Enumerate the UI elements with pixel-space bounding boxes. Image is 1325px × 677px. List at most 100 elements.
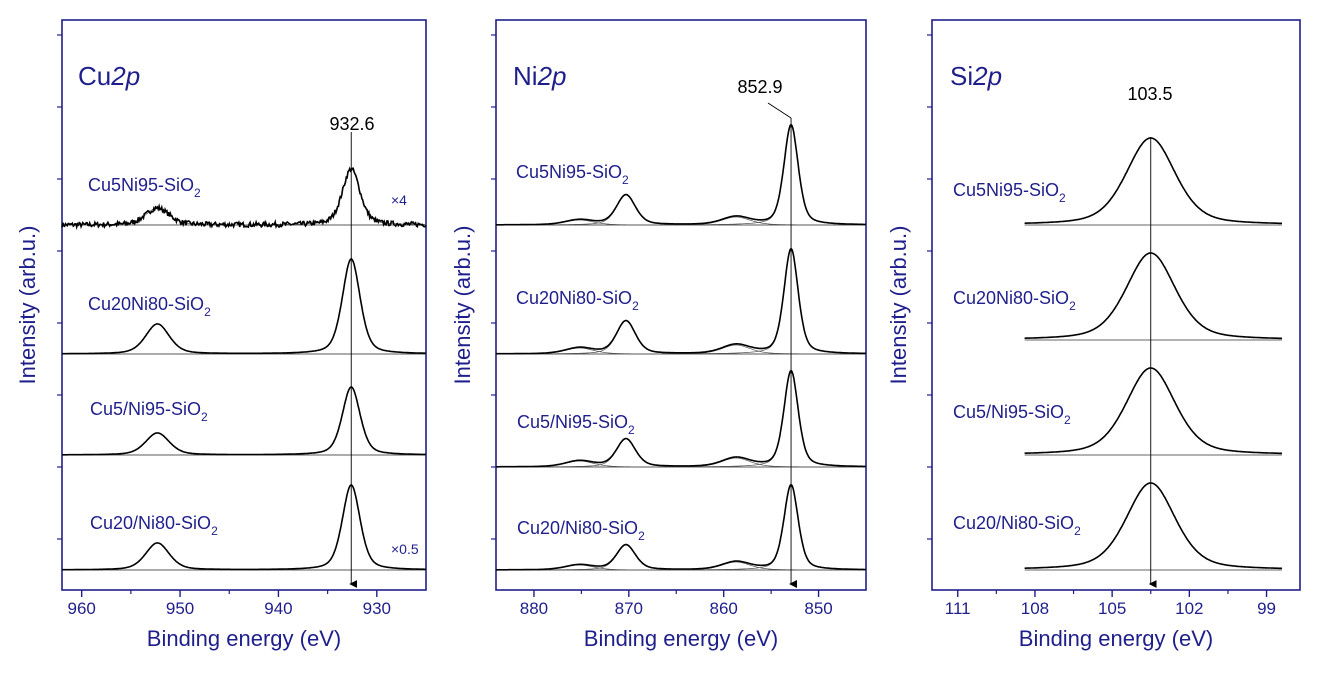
series-2: Cu5/Ni95-SiO2 [496, 369, 866, 468]
component-peak [62, 542, 426, 571]
sample-label: Cu5/Ni95-SiO2 [90, 399, 208, 424]
sample-label-main: Cu20Ni80-SiO [516, 288, 632, 308]
plot-frame [931, 19, 1301, 591]
panel-title-suffix: 2p [110, 61, 140, 91]
component-peak [496, 194, 866, 226]
x-tick-label: 99 [1257, 599, 1276, 618]
sample-label: Cu5Ni95-SiO2 [88, 175, 201, 200]
sample-label-main: Cu20Ni80-SiO [88, 294, 204, 314]
sample-label-main: Cu5/Ni95-SiO [90, 399, 201, 419]
sample-label-main: Cu5/Ni95-SiO [953, 402, 1064, 422]
spectrum-line [62, 386, 426, 456]
plot-frame [495, 19, 867, 591]
spectrum-line [1024, 367, 1282, 455]
sample-label: Cu20Ni80-SiO2 [88, 294, 211, 319]
sample-label: Cu5Ni95-SiO2 [953, 180, 1066, 205]
spectrum-line [1024, 482, 1282, 570]
sample-label-main: Cu20/Ni80-SiO [953, 513, 1074, 533]
spectrum-line [61, 166, 427, 231]
sample-label-subscript: 2 [638, 529, 645, 543]
spectrum-line [1024, 137, 1282, 225]
multiplier-label: ×4 [391, 192, 407, 208]
spectrum-line [1024, 252, 1282, 340]
sample-label-main: Cu5Ni95-SiO [953, 180, 1059, 200]
plot-frame [61, 19, 427, 591]
component-peak [62, 323, 426, 355]
series-2: Cu5/Ni95-SiO2 [953, 367, 1282, 456]
sample-label-subscript: 2 [1069, 299, 1076, 313]
x-tick-label: 960 [67, 599, 95, 618]
series-0: Cu5Ni95-SiO2 ×4 [61, 166, 427, 231]
series-0: Cu5Ni95-SiO2 [953, 137, 1282, 226]
x-tick-label: 930 [363, 599, 391, 618]
spectrum-line [496, 123, 866, 226]
sample-label-subscript: 2 [622, 173, 629, 187]
sample-label-subscript: 2 [204, 305, 211, 319]
sample-label-subscript: 2 [211, 524, 218, 538]
x-axis-label: Binding energy (eV) [147, 626, 341, 651]
sample-label-main: Cu20/Ni80-SiO [90, 513, 211, 533]
sample-label-subscript: 2 [632, 299, 639, 313]
sample-label-subscript: 2 [628, 423, 635, 437]
series-2: Cu5/Ni95-SiO2 [62, 386, 427, 456]
sample-label: Cu20/Ni80-SiO2 [517, 518, 645, 543]
x-tick-label: 102 [1175, 599, 1203, 618]
x-tick-label: 950 [166, 599, 194, 618]
series-1: Cu20Ni80-SiO2 [496, 247, 867, 355]
x-tick-label: 870 [615, 599, 643, 618]
y-axis-label: Intensity (arb.u.) [450, 226, 475, 385]
panel-title-element: Cu [78, 61, 111, 91]
sample-label: Cu20/Ni80-SiO2 [953, 513, 1081, 538]
sample-label-main: Cu5Ni95-SiO [516, 162, 622, 182]
sample-label-main: Cu5/Ni95-SiO [517, 412, 628, 432]
x-tick-label: 850 [804, 599, 832, 618]
multiplier-label: ×0.5 [391, 541, 419, 557]
panel-title-suffix: 2p [972, 61, 1002, 91]
component-peak [496, 544, 866, 571]
spectrum-line [496, 369, 866, 468]
panel-cu: 960 950 940 930 Binding energy (eV) Intensity… [15, 19, 427, 651]
panel-title-element: Ni [513, 61, 538, 91]
panel-si: 111 108 105 102 99 Binding energy (eV) Intensi… [886, 19, 1301, 651]
sample-label: Cu5/Ni95-SiO2 [953, 402, 1071, 427]
series-1: Cu20Ni80-SiO2 [62, 258, 426, 355]
sample-label: Cu5Ni95-SiO2 [516, 162, 629, 187]
component-peak [62, 432, 426, 456]
x-tick-label: 880 [520, 599, 548, 618]
sample-label: Cu20Ni80-SiO2 [953, 288, 1076, 313]
component-peak [496, 438, 866, 468]
sample-label-subscript: 2 [1064, 413, 1071, 427]
peak-position-label: 103.5 [1127, 84, 1172, 104]
panel-title: Si2p [950, 61, 1002, 91]
sample-label-main: Cu20Ni80-SiO [953, 288, 1069, 308]
spectrum-line [62, 258, 426, 355]
sample-label: Cu5/Ni95-SiO2 [517, 412, 635, 437]
y-axis-label: Intensity (arb.u.) [15, 226, 40, 385]
spectrum-line [496, 483, 866, 571]
panel-ni: 880 870 860 850 Binding energy (eV) Intensity… [450, 19, 867, 651]
panel-title: Ni2p [513, 61, 566, 91]
x-axis-label: Binding energy (eV) [584, 626, 778, 651]
peak-position-label: 932.6 [329, 114, 374, 134]
series-1: Cu20Ni80-SiO2 [953, 252, 1282, 341]
series-0: Cu5Ni95-SiO2 [496, 123, 866, 226]
series-3: Cu20/Ni80-SiO2 [953, 482, 1282, 571]
y-axis-label: Intensity (arb.u.) [886, 226, 911, 385]
x-tick-label: 940 [264, 599, 292, 618]
panel-title-element: Si [950, 61, 973, 91]
sample-label-main: Cu5Ni95-SiO [88, 175, 194, 195]
x-tick-label: 105 [1098, 599, 1126, 618]
component-peak [496, 320, 866, 355]
sample-label-subscript: 2 [1074, 524, 1081, 538]
sample-label-subscript: 2 [194, 186, 201, 200]
peak-leader-line [767, 102, 792, 119]
sample-label-subscript: 2 [201, 410, 208, 424]
x-tick-label: 108 [1021, 599, 1049, 618]
x-axis-label: Binding energy (eV) [1019, 626, 1213, 651]
x-tick-label: 860 [710, 599, 738, 618]
sample-label: Cu20Ni80-SiO2 [516, 288, 639, 313]
spectrum-line [62, 484, 426, 571]
series-3: Cu20/Ni80-SiO2 ×0.5 [62, 484, 426, 571]
